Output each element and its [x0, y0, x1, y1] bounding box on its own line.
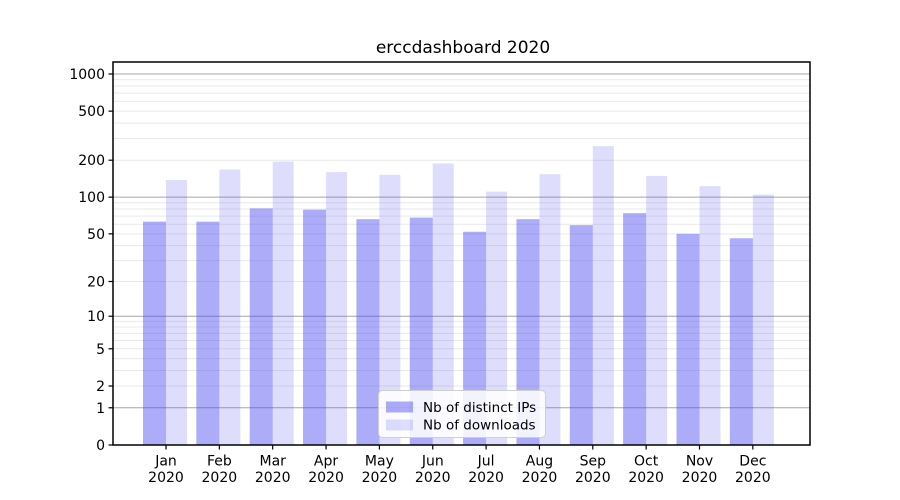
legend-box: [378, 390, 546, 438]
x-tick-label-month: Jun: [421, 454, 444, 470]
axis-labels-layer: 01251020501002005001000Jan2020Feb2020Mar…: [69, 67, 770, 486]
y-tick-label: 2: [96, 379, 105, 395]
legend-label-distinct-ips: Nb of distinct IPs: [423, 400, 536, 416]
y-tick-label: 10: [87, 309, 105, 325]
x-tick-label-month: Apr: [314, 454, 338, 470]
bar-distinct-ips-feb: [196, 221, 220, 445]
x-tick-label-year: 2020: [522, 470, 558, 486]
bar-downloads-jan: [166, 179, 187, 446]
bar-downloads-mar: [272, 161, 294, 445]
axes-frame-layer: [112, 61, 811, 446]
chart-title: erccdashboard 2020: [376, 38, 550, 58]
bar-distinct-ips-sep: [569, 225, 593, 445]
bar-downloads-aug: [539, 174, 561, 445]
bar-downloads-jun: [432, 163, 454, 446]
x-tick-label-month: Dec: [739, 454, 766, 470]
legend-swatch-distinct-ips: [386, 401, 413, 413]
x-tick-label-year: 2020: [308, 470, 344, 486]
bar-distinct-ips-may: [356, 219, 380, 445]
x-tick-label-year: 2020: [415, 470, 451, 486]
y-tick-label: 0: [96, 438, 105, 454]
y-tick-label: 20: [87, 274, 105, 290]
x-tick-label-year: 2020: [255, 470, 291, 486]
bar-distinct-ips-nov: [676, 233, 700, 445]
x-tick-label-month: Jan: [154, 454, 177, 470]
y-tick-label: 50: [87, 227, 105, 243]
x-tick-label-month: Oct: [634, 454, 659, 470]
bar-distinct-ips-dec: [729, 238, 753, 445]
bar-downloads-apr: [326, 172, 348, 446]
y-tick-label: 5: [96, 342, 105, 358]
plot-border: [112, 61, 811, 446]
bar-downloads-may: [379, 174, 401, 445]
bar-distinct-ips-mar: [249, 208, 273, 445]
x-tick-label-month: Mar: [259, 454, 286, 470]
x-tick-label-year: 2020: [735, 470, 771, 486]
x-tick-label-month: Feb: [207, 454, 232, 470]
y-tick-label: 200: [78, 153, 105, 169]
x-tick-label-month: May: [365, 454, 394, 470]
x-tick-label-year: 2020: [202, 470, 238, 486]
bar-downloads-sep: [592, 146, 614, 445]
bar-distinct-ips-oct: [623, 213, 647, 445]
y-tick-label: 500: [78, 104, 105, 120]
y-tick-label: 100: [78, 190, 105, 206]
bar-distinct-ips-aug: [516, 219, 540, 445]
x-tick-label-year: 2020: [575, 470, 611, 486]
legend-label-downloads: Nb of downloads: [423, 418, 536, 434]
y-tick-label: 1000: [69, 67, 105, 83]
legend: Nb of distinct IPs Nb of downloads: [378, 390, 546, 438]
bar-downloads-feb: [219, 169, 241, 445]
x-tick-label-month: Jul: [477, 454, 495, 470]
x-tick-label-year: 2020: [362, 470, 398, 486]
x-tick-label-month: Nov: [686, 454, 713, 470]
legend-swatch-downloads: [386, 419, 413, 431]
bar-downloads-oct: [646, 175, 668, 445]
x-tick-label-month: Aug: [526, 454, 553, 470]
bars-layer: [143, 146, 774, 446]
x-tick-label-year: 2020: [148, 470, 184, 486]
bar-downloads-nov: [699, 186, 721, 446]
x-tick-label-year: 2020: [682, 470, 718, 486]
y-tick-label: 1: [96, 401, 105, 417]
bar-downloads-dec: [752, 194, 774, 445]
bar-distinct-ips-jan: [143, 221, 166, 445]
x-tick-label-year: 2020: [628, 470, 664, 486]
x-tick-label-month: Sep: [580, 454, 607, 470]
bar-distinct-ips-jun: [409, 217, 433, 445]
bar-downloads-jul: [486, 191, 508, 445]
bar-distinct-ips-apr: [303, 209, 327, 445]
x-tick-label-year: 2020: [468, 470, 504, 486]
